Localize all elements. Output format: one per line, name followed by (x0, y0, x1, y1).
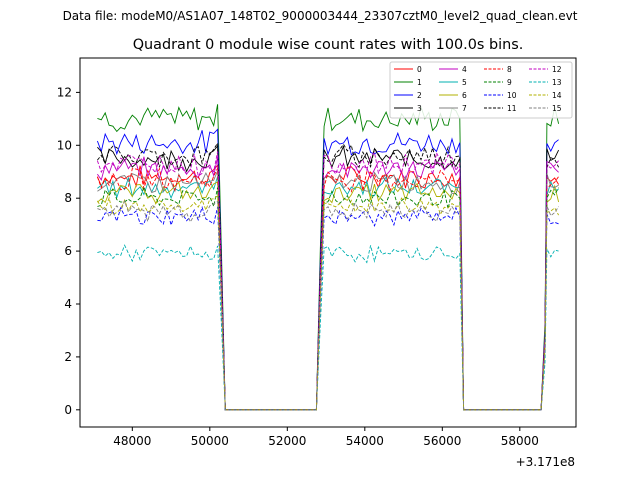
legend-entry: 15 (552, 104, 562, 113)
x-tick-label: 50000 (191, 434, 229, 448)
chart-title: Quadrant 0 module wise count rates with … (133, 37, 524, 53)
y-tick-label: 10 (57, 138, 72, 152)
x-tick-label: 52000 (268, 434, 306, 448)
plot-frame (79, 57, 577, 428)
legend-entry: 2 (417, 91, 422, 100)
x-tick-label: 48000 (113, 434, 151, 448)
legend-entry: 11 (507, 104, 517, 113)
y-tick-label: 2 (64, 350, 72, 364)
legend-entry: 14 (552, 91, 562, 100)
y-tick-label: 0 (64, 403, 72, 417)
series-line-11 (97, 141, 560, 411)
series-line-7 (97, 170, 559, 411)
y-tick-label: 8 (64, 191, 72, 205)
series-line-15 (97, 199, 559, 411)
y-tick-label: 12 (57, 85, 72, 99)
x-tick-label: 58000 (501, 434, 539, 448)
series-line-3 (97, 144, 560, 411)
series-layer (96, 104, 560, 411)
legend-entry: 9 (507, 78, 512, 87)
series-line-10 (97, 205, 559, 411)
series-line-9 (97, 185, 559, 411)
legend-entry: 12 (552, 65, 562, 74)
y-tick-label: 4 (64, 297, 72, 311)
chart-suptitle: Data file: modeM0/AS1A07_148T02_90000034… (63, 9, 578, 23)
y-axis: 0 2 4 6 8 10 12 (57, 85, 80, 417)
legend-entry: 4 (462, 65, 467, 74)
legend-entry: 1 (417, 78, 422, 87)
series-line-13 (97, 244, 559, 411)
legend-entry: 10 (507, 91, 517, 100)
series-line-2 (96, 128, 559, 411)
series-line-1 (97, 104, 560, 411)
legend-entry: 8 (507, 65, 512, 74)
legend-entry: 6 (462, 91, 467, 100)
legend-box (389, 61, 573, 119)
series-line-8 (96, 167, 559, 411)
y-tick-label: 6 (64, 244, 72, 258)
legend-entry: 0 (417, 65, 422, 74)
series-line-12 (96, 151, 559, 411)
x-tick-label: 56000 (423, 434, 461, 448)
series-line-6 (97, 181, 560, 411)
x-axis: 48000 50000 52000 54000 56000 58000 (113, 427, 539, 448)
x-offset-label: +3.171e8 (516, 455, 575, 469)
legend-entry: 3 (417, 104, 422, 113)
legend-entry: 13 (552, 78, 562, 87)
x-tick-label: 54000 (346, 434, 384, 448)
legend-entry: 7 (462, 104, 467, 113)
series-line-14 (97, 195, 559, 411)
legend-entry: 5 (462, 78, 467, 87)
series-line-4 (97, 156, 559, 411)
